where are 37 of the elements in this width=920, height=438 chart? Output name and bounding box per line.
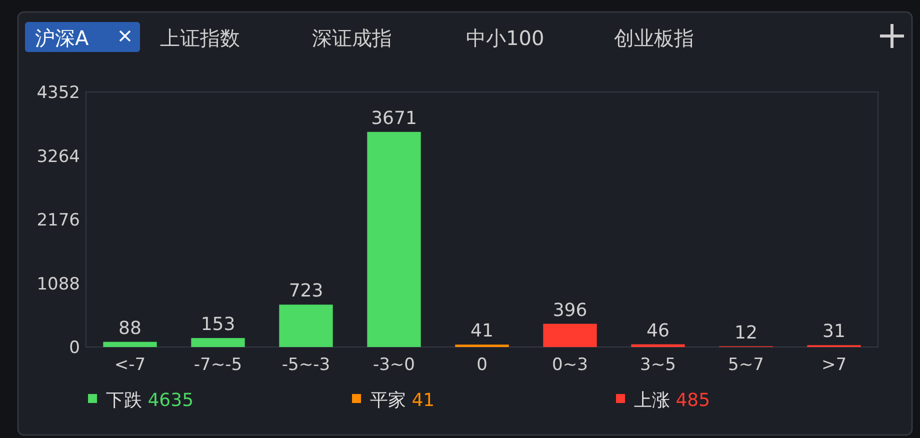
text: 创业板指 [614,26,694,50]
data-label: 723 [288,280,324,302]
data-label: 396 [552,300,588,321]
bar [543,324,597,347]
y-tick-label: 1088 [36,274,80,294]
bar [631,344,685,347]
data-label: 3671 [371,108,417,129]
data-label: 12 [734,322,758,344]
bar [103,342,157,347]
text: 上证指数 [160,26,240,50]
x-tick-label: 0~3 [552,355,588,375]
bar [367,132,421,347]
y-tick-label: 0 [69,338,80,358]
bar [191,338,245,347]
legend-label: 上涨 485 [634,390,710,411]
data-label: 88 [118,318,142,339]
x-tick-label: -3~0 [372,355,416,375]
x-tick-label: <-7 [114,355,146,375]
text: 沪深A [35,26,89,50]
data-label: 46 [646,320,670,342]
y-tick-label: 4352 [36,83,80,103]
y-tick-label: 2176 [36,210,80,230]
legend-label: 下跌 4635 [106,390,194,411]
y-tick-label: 3264 [36,146,80,167]
data-label: 31 [822,321,846,342]
data-label: 153 [200,314,236,336]
data-label: 41 [470,320,494,342]
x-tick-label: 3~5 [640,355,676,375]
x-tick-label: 5~7 [728,355,764,375]
x-tick-label: 0 [476,355,488,375]
text: 中小100 [466,26,544,50]
text: 深证成指 [312,26,392,50]
x-tick-label: -5~-3 [282,355,330,375]
x-tick-label: >7 [821,355,847,375]
x-tick-label: -7~-5 [194,355,242,375]
legend-label: 平家 41 [370,390,435,411]
bar [279,304,333,347]
